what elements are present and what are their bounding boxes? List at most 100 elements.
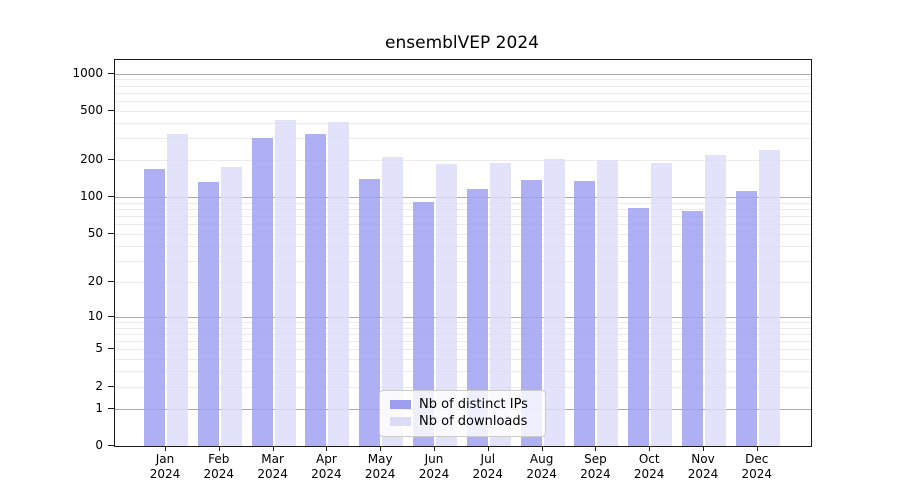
- minor-gridline: [115, 160, 811, 162]
- legend-item-distinct-ips: Nb of distinct IPs: [390, 396, 535, 413]
- x-tick-label-aug: Aug 2024: [526, 452, 557, 481]
- y-tick-label: 100: [80, 189, 103, 204]
- minor-gridline: [115, 216, 811, 218]
- bar-downloads-feb: [220, 167, 242, 446]
- bar-distinct-ips-nov: [682, 210, 703, 446]
- y-tick-mark: [108, 159, 114, 161]
- major-gridline: [115, 73, 811, 75]
- minor-gridline: [115, 260, 811, 262]
- x-tick-label-jan: Jan 2024: [149, 452, 181, 481]
- y-tick-mark: [108, 445, 114, 446]
- x-tick-mark: [649, 446, 651, 451]
- x-tick-mark: [165, 446, 166, 451]
- y-tick-mark: [108, 407, 114, 409]
- x-tick-label-sep: Sep 2024: [580, 452, 611, 481]
- bar-downloads-dec: [758, 150, 780, 446]
- bar-downloads-oct: [651, 163, 673, 446]
- x-tick-mark: [487, 446, 489, 451]
- minor-gridline: [115, 224, 811, 226]
- y-tick-mark: [108, 196, 114, 198]
- bar-distinct-ips-sep: [574, 180, 596, 446]
- minor-gridline: [115, 79, 811, 81]
- legend-swatch-distinct-ips: [390, 400, 411, 409]
- legend-label-distinct-ips: Nb of distinct IPs: [419, 397, 528, 412]
- y-tick-label: 2: [95, 378, 103, 393]
- x-tick-mark: [326, 446, 328, 451]
- minor-gridline: [115, 359, 811, 361]
- minor-gridline: [115, 202, 811, 204]
- y-tick-label: 5: [95, 341, 103, 356]
- minor-gridline: [115, 386, 811, 388]
- bar-downloads-nov: [705, 155, 726, 446]
- x-tick-label-apr: Apr 2024: [311, 452, 342, 481]
- y-tick-label: 1000: [72, 65, 103, 80]
- y-tick-label: 1: [95, 400, 103, 415]
- bar-downloads-jun: [436, 163, 457, 446]
- y-tick-mark: [108, 348, 114, 350]
- y-tick-mark: [108, 109, 114, 111]
- minor-gridline: [115, 321, 811, 323]
- bar-downloads-jul: [489, 162, 511, 446]
- minor-gridline: [115, 234, 811, 236]
- minor-gridline: [115, 122, 811, 124]
- y-tick-label: 200: [80, 152, 103, 167]
- y-tick-label: 500: [80, 102, 103, 117]
- minor-gridline: [115, 85, 811, 87]
- x-tick-label-jul: Jul 2024: [472, 452, 504, 481]
- x-tick-mark: [218, 446, 220, 451]
- y-tick-mark: [108, 315, 114, 317]
- minor-gridline: [115, 349, 811, 351]
- legend-item-downloads: Nb of downloads: [390, 413, 535, 430]
- bar-downloads-jan: [167, 134, 188, 446]
- y-tick-label: 0: [95, 438, 103, 452]
- legend: Nb of distinct IPs Nb of downloads: [379, 390, 546, 437]
- legend-swatch-downloads: [390, 417, 411, 426]
- plot-area: [114, 59, 812, 447]
- x-tick-mark: [380, 446, 382, 451]
- x-tick-label-feb: Feb 2024: [203, 452, 235, 481]
- minor-gridline: [115, 327, 811, 329]
- bar-downloads-aug: [543, 158, 565, 446]
- minor-gridline: [115, 333, 811, 335]
- minor-gridline: [115, 371, 811, 373]
- bar-distinct-ips-mar: [251, 138, 273, 446]
- bar-downloads-sep: [597, 160, 619, 446]
- minor-gridline: [115, 101, 811, 103]
- major-gridline: [115, 316, 811, 318]
- y-tick-label: 10: [87, 308, 103, 323]
- major-gridline: [115, 197, 811, 199]
- minor-gridline: [115, 209, 811, 211]
- bar-downloads-may: [382, 157, 404, 446]
- x-tick-mark: [434, 446, 435, 451]
- bar-distinct-ips-dec: [735, 190, 757, 446]
- bar-downloads-apr: [328, 121, 350, 446]
- x-tick-mark: [541, 446, 543, 451]
- y-tick-label: 20: [87, 273, 103, 288]
- legend-label-downloads: Nb of downloads: [419, 414, 528, 429]
- x-tick-mark: [272, 446, 274, 451]
- bar-distinct-ips-aug: [520, 179, 542, 446]
- x-tick-mark: [756, 446, 758, 451]
- minor-gridline: [115, 110, 811, 112]
- bar-distinct-ips-may: [359, 178, 381, 446]
- bar-distinct-ips-jan: [144, 168, 165, 446]
- minor-gridline: [115, 341, 811, 343]
- y-tick-label: 50: [87, 226, 103, 241]
- x-tick-label-dec: Dec 2024: [741, 452, 773, 481]
- bar-distinct-ips-apr: [305, 134, 327, 446]
- x-tick-label-oct: Oct 2024: [633, 452, 665, 481]
- y-tick-mark: [108, 233, 114, 235]
- minor-gridline: [115, 245, 811, 247]
- y-tick-mark: [108, 72, 114, 74]
- bar-distinct-ips-jul: [466, 188, 488, 446]
- minor-gridline: [115, 281, 811, 283]
- bar-distinct-ips-jun: [413, 201, 434, 446]
- y-tick-mark: [108, 385, 114, 387]
- minor-gridline: [115, 92, 811, 94]
- bar-distinct-ips-feb: [197, 182, 219, 446]
- x-tick-label-may: May 2024: [364, 452, 396, 481]
- x-tick-label-jun: Jun 2024: [418, 452, 450, 481]
- x-tick-mark: [595, 446, 597, 451]
- x-tick-label-nov: Nov 2024: [687, 452, 719, 481]
